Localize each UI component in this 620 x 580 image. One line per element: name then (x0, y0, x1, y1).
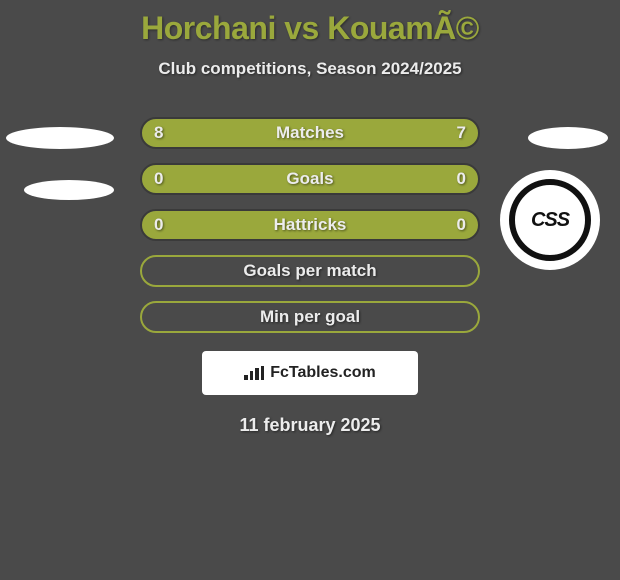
date-label: 11 february 2025 (0, 415, 620, 436)
stat-value-left: 8 (154, 123, 163, 143)
stat-bar: Min per goal (140, 301, 480, 333)
attribution-badge: FcTables.com (202, 351, 418, 395)
bar-chart-icon (244, 366, 264, 380)
stats-card: Horchani vs KouamÃ© Club competitions, S… (0, 0, 620, 450)
stat-label: Matches (276, 123, 344, 143)
stat-bar: 8 Matches 7 (140, 117, 480, 149)
stat-label: Goals (286, 169, 333, 189)
subtitle: Club competitions, Season 2024/2025 (0, 59, 620, 79)
stat-value-right: 0 (457, 215, 466, 235)
left-team-logo-placeholder-1 (6, 127, 114, 149)
stat-label: Hattricks (274, 215, 347, 235)
page-title: Horchani vs KouamÃ© (0, 0, 620, 47)
stat-bar: Goals per match (140, 255, 480, 287)
stat-label: Goals per match (243, 261, 376, 281)
stat-value-left: 0 (154, 169, 163, 189)
attribution-text: FcTables.com (270, 364, 376, 382)
left-team-logo-placeholder-2 (24, 180, 114, 200)
stat-bar: 0 Hattricks 0 (140, 209, 480, 241)
right-team-badge-text: CSS (509, 179, 591, 261)
stat-bar: 0 Goals 0 (140, 163, 480, 195)
stat-value-right: 7 (457, 123, 466, 143)
right-team-logo-placeholder (528, 127, 608, 149)
stats-area: 8 Matches 7 0 Goals 0 0 Hattricks 0 Goals per mat… (140, 117, 480, 333)
stat-value-left: 0 (154, 215, 163, 235)
right-team-badge: CSS (500, 170, 600, 270)
stat-label: Min per goal (260, 307, 360, 327)
stat-value-right: 0 (457, 169, 466, 189)
